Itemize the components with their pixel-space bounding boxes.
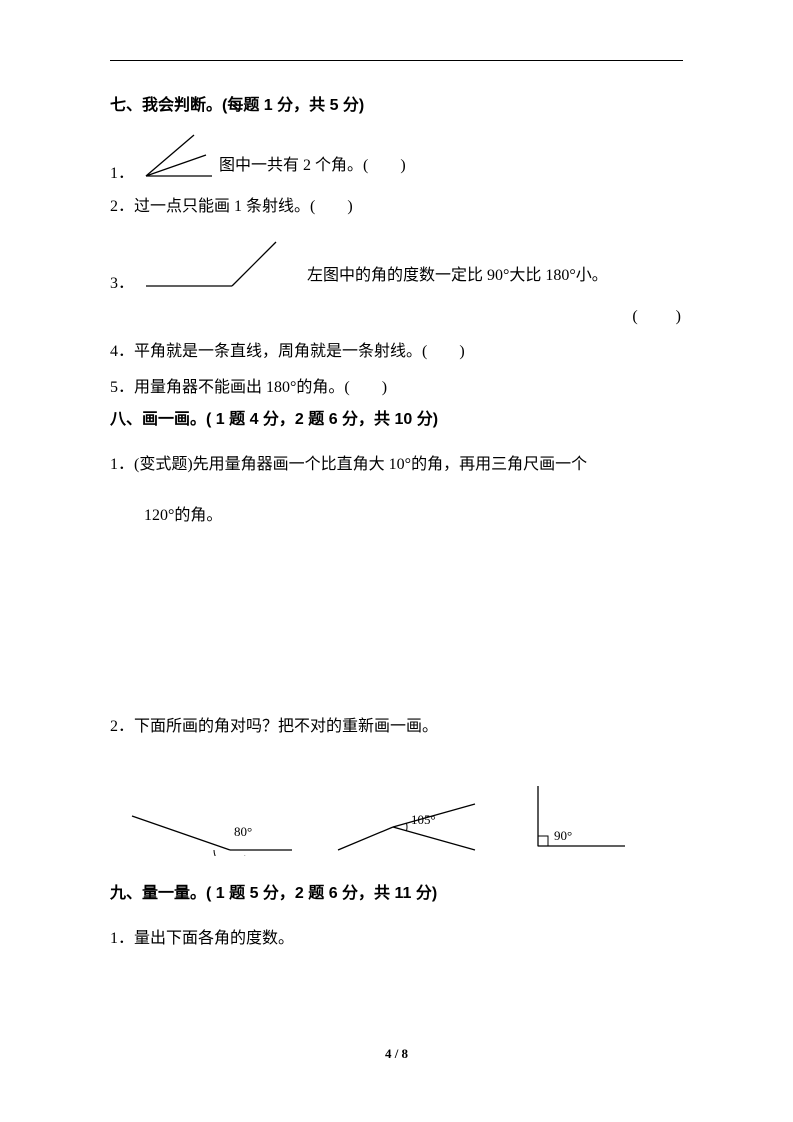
q7-4-num: 4． — [110, 343, 134, 360]
q8-1-text1: (变式题)先用量角器画一个比直角大 10°的角，再用三角尺画一个 — [134, 456, 587, 473]
section-7-heading: 七、我会判断。(每题 1 分，共 5 分) — [110, 91, 683, 115]
q7-3-text: 左图中的角的度数一定比 90°大比 180°小。 — [307, 258, 608, 293]
q7-4-text: 平角就是一条直线，周角就是一条射线。( ) — [134, 343, 465, 360]
q8-2-angles-row: 80° 105° 90° — [130, 784, 683, 861]
section-8-heading: 八、画一画。( 1 题 4 分，2 题 6 分，共 10 分) — [110, 405, 683, 429]
q7-2-num: 2． — [110, 198, 134, 215]
q7-2: 2．过一点只能画 1 条射线。( ) — [110, 189, 683, 224]
q7-5-text: 用量角器不能画出 180°的角。( ) — [134, 379, 387, 396]
q9-1-text: 量出下面各角的度数。 — [134, 930, 294, 947]
q7-1-figure — [144, 133, 219, 183]
angle-90: 90° — [520, 784, 630, 861]
angle-105: 105° — [335, 800, 480, 861]
q8-1-line1: 1．(变式题)先用量角器画一个比直角大 10°的角，再用三角尺画一个 — [110, 447, 683, 482]
q7-3-paren-line: ( ) — [110, 299, 683, 334]
top-rule — [110, 60, 683, 61]
q7-3-paren: ( ) — [632, 299, 683, 334]
q7-3-figure — [144, 238, 279, 293]
q7-2-text: 过一点只能画 1 条射线。( ) — [134, 198, 353, 215]
q9-1-num: 1． — [110, 930, 134, 947]
page-footer: 4 / 8 — [0, 1046, 793, 1062]
q7-1-num: 1． — [110, 159, 144, 183]
q7-1-text: 图中一共有 2 个角。( ) — [219, 148, 406, 183]
q7-5-num: 5． — [110, 379, 134, 396]
svg-text:90°: 90° — [554, 828, 572, 843]
q7-5: 5．用量角器不能画出 180°的角。( ) — [110, 370, 683, 405]
q7-3: 3． 左图中的角的度数一定比 90°大比 180°小。 — [110, 238, 683, 293]
q7-4: 4．平角就是一条直线，周角就是一条射线。( ) — [110, 334, 683, 369]
q8-2-num: 2． — [110, 718, 134, 735]
q7-3-num: 3． — [110, 269, 144, 293]
q9-1: 1．量出下面各角的度数。 — [110, 921, 683, 956]
svg-text:80°: 80° — [234, 824, 252, 839]
angle-80: 80° — [130, 808, 295, 861]
q8-1-line2: 120°的角。 — [144, 498, 683, 533]
page: 七、我会判断。(每题 1 分，共 5 分) 1． 图中一共有 2 个角。( ) … — [0, 0, 793, 1122]
q8-2: 2．下面所画的角对吗？把不对的重新画一画。 — [110, 709, 683, 744]
svg-text:105°: 105° — [411, 812, 436, 827]
q7-1: 1． 图中一共有 2 个角。( ) — [110, 133, 683, 183]
section-9-heading: 九、量一量。( 1 题 5 分，2 题 6 分，共 11 分) — [110, 879, 683, 903]
q8-2-text: 下面所画的角对吗？把不对的重新画一画。 — [134, 718, 438, 735]
q8-1-num: 1． — [110, 456, 134, 473]
